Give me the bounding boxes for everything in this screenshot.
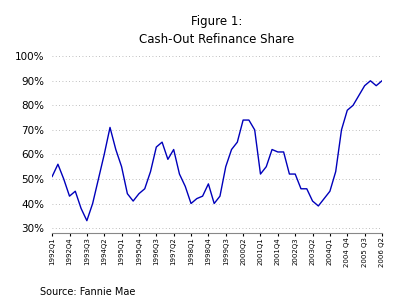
Title: Figure 1:
Cash-Out Refinance Share: Figure 1: Cash-Out Refinance Share xyxy=(140,15,295,46)
Text: Source: Fannie Mae: Source: Fannie Mae xyxy=(40,287,135,297)
